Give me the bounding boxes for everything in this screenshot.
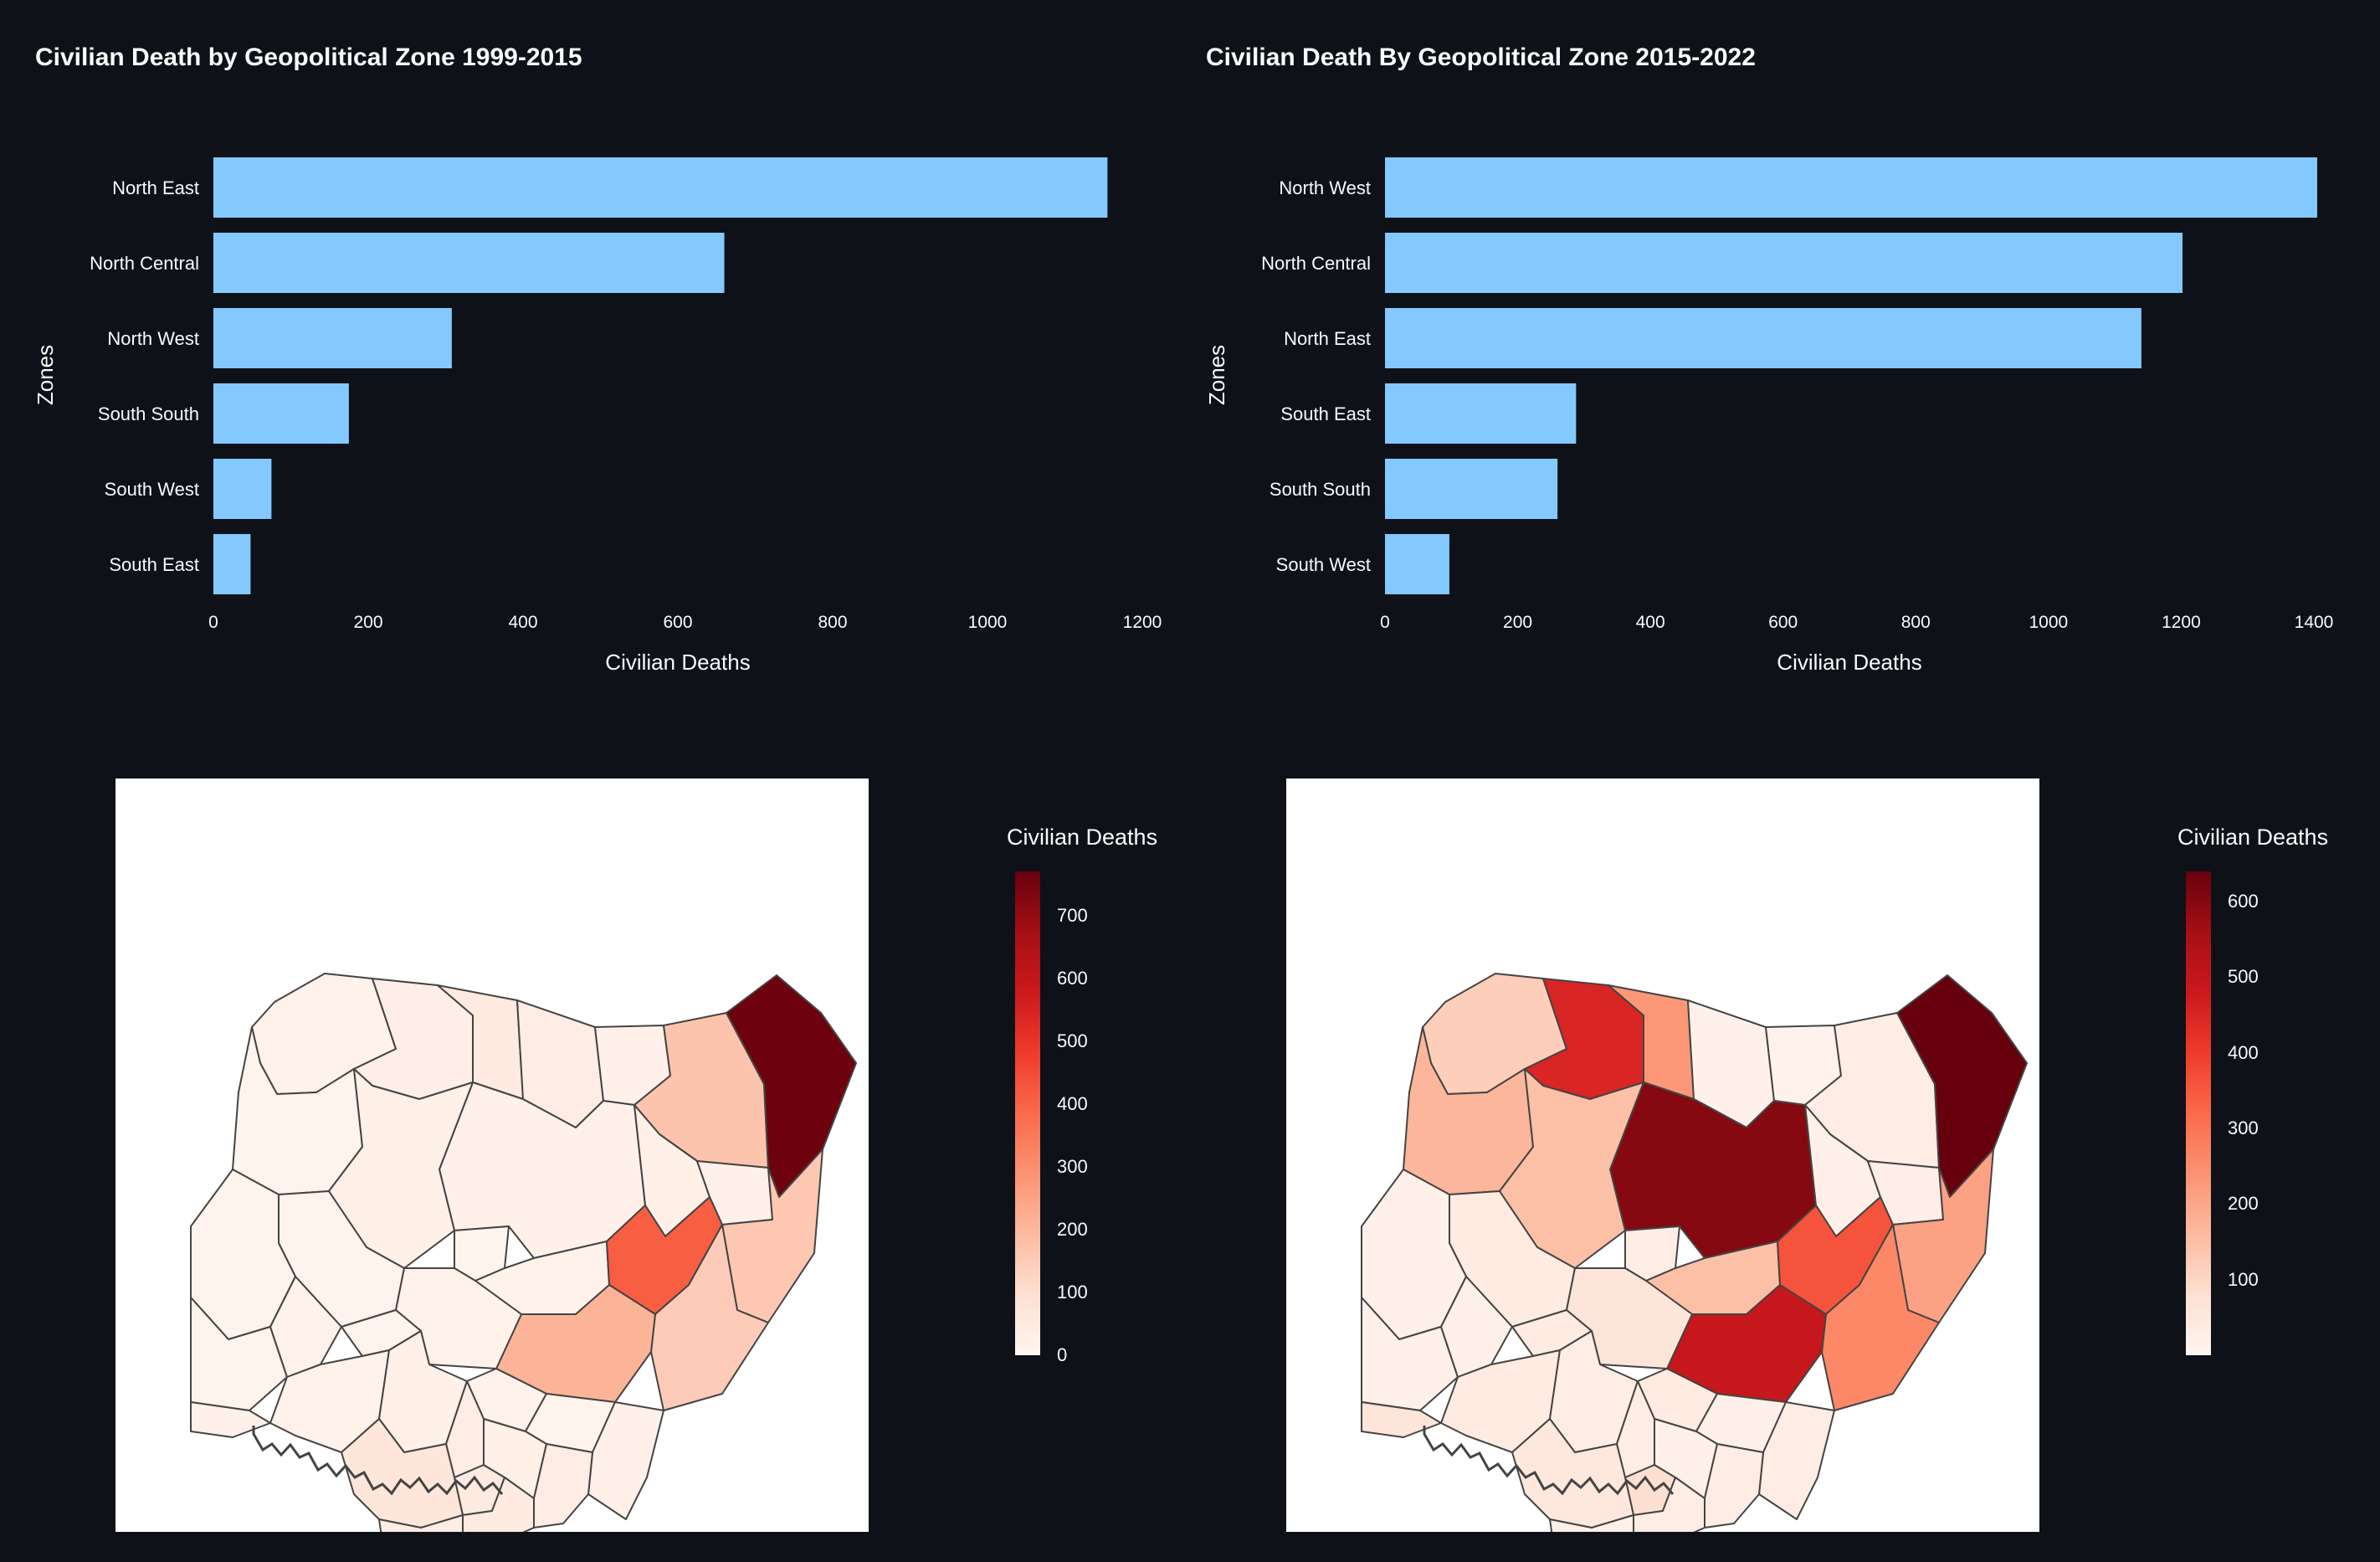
colorbar-tick-label: 200	[2228, 1193, 2259, 1215]
x-tick-label: 0	[1380, 613, 1390, 632]
x-tick-label: 1200	[2162, 613, 2201, 632]
bar-south-west[interactable]	[213, 459, 272, 519]
y-tick-label: South East	[1280, 403, 1371, 424]
colorbar-tick-label: 100	[1057, 1281, 1088, 1303]
bar-south-east[interactable]	[1385, 383, 1577, 444]
bar-north-central[interactable]	[1385, 233, 2183, 293]
nigeria-states	[1361, 973, 2028, 1532]
colorbar-tick-label: 100	[2228, 1268, 2259, 1290]
bar-south-south[interactable]	[1385, 459, 1558, 519]
y-tick-label: North West	[107, 328, 199, 349]
colorbar-tick-label: 200	[1057, 1218, 1088, 1240]
y-tick-label: North Central	[1261, 253, 1371, 274]
colorbar-tick-label: 600	[2228, 891, 2259, 912]
coastline	[252, 1426, 504, 1496]
y-tick-label: South West	[105, 479, 199, 500]
state-lagos[interactable]	[1361, 1401, 1442, 1438]
y-tick-label: South South	[98, 403, 199, 424]
choropleth-map-2015-2022[interactable]	[1286, 778, 2039, 1532]
x-tick-label: 1000	[968, 613, 1008, 632]
x-tick-label: 1400	[2295, 613, 2334, 632]
x-tick-label: 400	[1636, 613, 1665, 632]
bar-north-east[interactable]	[1385, 308, 2141, 368]
y-axis-label: Zones	[33, 345, 58, 405]
bar-south-east[interactable]	[213, 534, 251, 594]
state-delta[interactable]	[1511, 1418, 1634, 1529]
x-tick-label: 1200	[1123, 613, 1162, 632]
colorbar-tick-label: 500	[1057, 1030, 1088, 1051]
bar-south-south[interactable]	[213, 383, 349, 444]
bar-chart-2015-2022[interactable]: North West North Central North East South E…	[1172, 117, 2360, 703]
bar-chart-1999-2015[interactable]: North East North Central North West South S…	[0, 117, 1188, 703]
coastline	[1423, 1426, 1675, 1496]
x-tick-label: 800	[1901, 613, 1931, 632]
state-bayelsa[interactable]	[378, 1514, 464, 1532]
colorbar-title: Civilian Deaths	[2177, 825, 2329, 850]
colorbar-gradient	[1015, 871, 1040, 1355]
x-tick-label: 600	[663, 613, 692, 632]
colorbar-tick-label: 400	[2228, 1041, 2259, 1063]
bar-north-west[interactable]	[1385, 157, 2317, 218]
chart-1-title: Civilian Death by Geopolitical Zone 1999…	[35, 44, 582, 71]
x-tick-label: 200	[353, 613, 382, 632]
x-tick-label: 0	[208, 613, 218, 632]
colorbar-tick-label: 500	[2228, 966, 2259, 988]
state-rivers[interactable]	[1633, 1477, 1705, 1532]
y-tick-label: South East	[109, 554, 199, 575]
colorbar-tick-label: 600	[1057, 967, 1088, 989]
x-tick-label: 400	[508, 613, 537, 632]
nigeria-states	[190, 973, 857, 1532]
y-tick-label: North East	[112, 177, 199, 198]
x-tick-label: 600	[1768, 613, 1798, 632]
x-tick-label: 1000	[2029, 613, 2068, 632]
colorbar-tick-label: 400	[1057, 1092, 1088, 1114]
state-rivers[interactable]	[462, 1477, 535, 1532]
colorbar-gradient	[2186, 871, 2211, 1355]
y-tick-label: North East	[1284, 328, 1371, 349]
colorbar-tick-label: 0	[1057, 1344, 1068, 1365]
y-tick-label: South South	[1270, 479, 1371, 500]
y-tick-label: North West	[1279, 177, 1371, 198]
colorbar-tick-label: 300	[2228, 1118, 2259, 1139]
colorbar-title: Civilian Deaths	[1007, 825, 1158, 850]
x-axis-label: Civilian Deaths	[605, 650, 750, 675]
bar-north-central[interactable]	[213, 233, 725, 293]
y-tick-label: South West	[1276, 554, 1371, 575]
y-axis-label: Zones	[1204, 345, 1229, 405]
colorbar-tick-label: 700	[1057, 904, 1088, 926]
choropleth-map-1999-2015[interactable]	[115, 778, 869, 1532]
chart-2-title: Civilian Death By Geopolitical Zone 2015…	[1206, 44, 1756, 71]
bar-north-west[interactable]	[213, 308, 452, 368]
y-tick-label: North Central	[90, 253, 199, 274]
bar-south-west[interactable]	[1385, 534, 1449, 594]
x-tick-label: 800	[818, 613, 847, 632]
bar-north-east[interactable]	[213, 157, 1108, 218]
state-delta[interactable]	[341, 1418, 464, 1529]
colorbar-tick-label: 300	[1057, 1155, 1088, 1177]
x-tick-label: 200	[1503, 613, 1532, 632]
x-axis-label: Civilian Deaths	[1777, 650, 1921, 675]
state-lagos[interactable]	[190, 1401, 271, 1438]
state-bayelsa[interactable]	[1549, 1514, 1634, 1532]
